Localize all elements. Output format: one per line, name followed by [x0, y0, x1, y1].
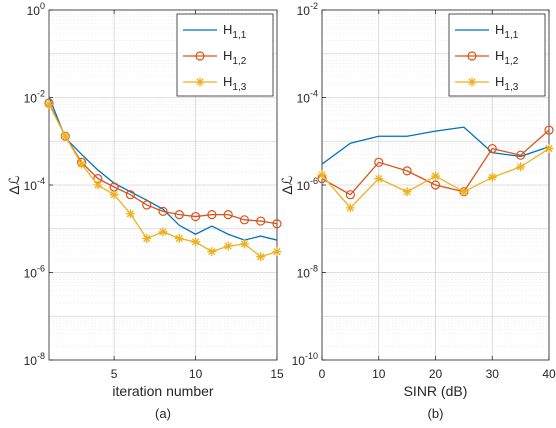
legend: H1,1H1,2H1,3	[448, 13, 546, 97]
data-point	[317, 170, 327, 180]
series-line	[48, 102, 278, 225]
x-tick-label: 40	[542, 367, 556, 381]
data-point	[174, 233, 184, 243]
y-tick-label: 10-10	[292, 351, 318, 368]
x-tick-label: 20	[429, 367, 443, 381]
x-axis-label: iteration number	[112, 383, 214, 399]
y-tick-label: 10-8	[297, 264, 318, 281]
x-tick-label: 5	[111, 367, 118, 381]
data-point	[459, 187, 469, 197]
y-tick-label: 10-6	[24, 264, 45, 281]
panel-b: 0 10 20 30 40 10-10 10-8 10-6 10-4 10-2 SINR (dB) Δ…	[279, 1, 556, 421]
data-point	[430, 180, 441, 190]
data-point	[487, 172, 497, 182]
data-point	[431, 171, 440, 181]
y-tick-label: 10-2	[297, 1, 318, 18]
data-point	[544, 144, 554, 154]
data-point	[256, 216, 266, 226]
x-tick-label: 10	[372, 367, 386, 381]
data-point	[345, 190, 355, 200]
y-tick-label: 10-8	[24, 351, 45, 368]
series-1-1	[48, 96, 278, 241]
data-point	[174, 210, 184, 220]
series-1-2	[44, 98, 282, 229]
x-tick-label: 15	[270, 367, 284, 381]
legend-marker	[195, 77, 205, 87]
data-point	[190, 211, 201, 222]
legend-marker	[467, 51, 477, 61]
data-point	[374, 174, 384, 184]
x-axis-label: SINR (dB)	[404, 383, 468, 399]
data-point	[516, 150, 526, 160]
y-tick-label: 10-4	[24, 176, 45, 193]
data-point	[207, 210, 217, 220]
y-axis-label: Δℒ	[6, 175, 22, 194]
legend: H1,1H1,2H1,3	[176, 13, 274, 97]
data-point	[402, 187, 412, 197]
data-point	[516, 162, 526, 172]
y-tick-label: 10-4	[297, 89, 318, 106]
data-point	[158, 227, 168, 237]
x-tick-label: 0	[319, 367, 326, 381]
y-tick-label: 10-2	[24, 89, 45, 106]
y-tick-label: 100	[27, 1, 45, 18]
legend-marker	[467, 77, 477, 87]
data-point	[207, 247, 217, 257]
data-point	[345, 203, 355, 213]
data-point	[125, 190, 136, 200]
series-1-3	[44, 99, 282, 262]
panel-caption: (b)	[428, 406, 444, 421]
series-1-3	[317, 144, 554, 213]
data-point	[272, 219, 282, 229]
data-point	[44, 99, 54, 109]
x-tick-label: 10	[189, 367, 203, 381]
data-point	[125, 209, 135, 219]
y-axis-label: Δℒ	[279, 175, 295, 194]
legend-marker	[195, 51, 205, 61]
data-point	[191, 237, 201, 247]
y-tick-label: 10-6	[297, 176, 318, 193]
data-point	[142, 200, 152, 210]
data-point	[77, 159, 87, 169]
data-point	[109, 190, 119, 200]
panel-caption: (a)	[155, 406, 171, 421]
data-point	[239, 215, 250, 225]
series-line	[48, 96, 278, 241]
panel-a: 5 10 15 10-8 10-6 10-4 10-2 100 iteration number…	[6, 1, 284, 421]
series-line	[321, 129, 550, 196]
data-point	[544, 125, 554, 135]
data-point	[223, 241, 233, 251]
x-tick-label: 30	[486, 367, 500, 381]
data-point	[60, 131, 70, 141]
data-point	[142, 233, 152, 243]
data-point	[487, 143, 497, 154]
data-point	[374, 157, 384, 167]
data-point	[239, 239, 249, 249]
data-point	[93, 180, 103, 190]
data-point	[272, 247, 282, 257]
data-point	[158, 206, 168, 216]
data-point	[223, 210, 233, 220]
data-point	[402, 166, 412, 176]
data-point	[256, 252, 266, 262]
